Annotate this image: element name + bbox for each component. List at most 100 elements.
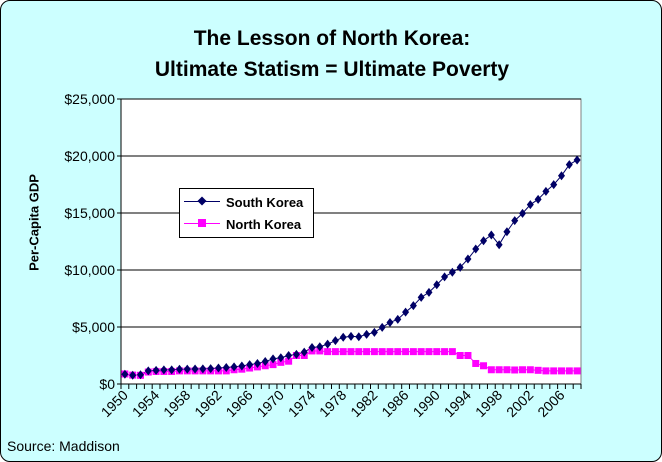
data-point [285, 351, 293, 360]
data-point [363, 348, 371, 356]
data-point [285, 357, 293, 365]
plot-area [120, 98, 582, 385]
data-point [534, 194, 542, 204]
y-tick-label: $5,000 [72, 319, 115, 335]
y-tick-label: $15,000 [64, 205, 115, 221]
data-point [386, 348, 394, 356]
data-point [253, 358, 261, 368]
data-point [519, 208, 527, 218]
data-point [402, 348, 410, 356]
data-point [183, 364, 191, 374]
data-point [480, 236, 488, 246]
data-point [331, 336, 339, 346]
data-point [456, 262, 464, 272]
x-tick-label: 1998 [472, 387, 505, 420]
data-point [495, 240, 503, 250]
data-point [316, 342, 324, 352]
data-point [526, 200, 534, 210]
data-point [386, 317, 394, 327]
data-point [448, 348, 456, 356]
data-point [433, 348, 441, 356]
data-point [565, 160, 573, 170]
data-point [269, 354, 277, 364]
data-point [550, 367, 558, 375]
data-point [331, 348, 339, 356]
data-point [503, 366, 511, 374]
data-point [339, 332, 347, 342]
x-tick-label: 1962 [191, 387, 224, 420]
data-point [542, 367, 550, 375]
data-point [324, 339, 332, 349]
data-point [175, 364, 183, 374]
legend-item-north-korea: North Korea [184, 215, 301, 233]
legend-item-south-korea: South Korea [184, 193, 303, 211]
x-tick-label: 1954 [129, 387, 162, 420]
data-point [339, 348, 347, 356]
data-point [191, 364, 199, 374]
y-tick-label: $20,000 [64, 148, 115, 164]
data-point [417, 292, 425, 302]
data-point [425, 287, 433, 297]
data-point [214, 363, 222, 373]
data-point [292, 349, 300, 359]
data-point [550, 180, 558, 190]
data-point [464, 254, 472, 264]
data-point [542, 186, 550, 196]
data-point [519, 366, 527, 374]
data-point [199, 364, 207, 374]
diamond-marker-icon [184, 193, 220, 211]
data-point [573, 367, 581, 375]
data-point [136, 370, 144, 380]
x-tick-label: 1966 [222, 387, 255, 420]
chart-subtitle: Ultimate Statism = Ultimate Poverty [154, 58, 510, 81]
data-point [355, 332, 363, 342]
x-tick-label: 2006 [534, 387, 567, 420]
data-point [230, 362, 238, 372]
data-point [402, 307, 410, 317]
data-point [168, 365, 176, 375]
data-point [324, 348, 332, 356]
data-point [347, 348, 355, 356]
data-point [511, 216, 519, 226]
data-point [487, 366, 495, 374]
data-point [300, 347, 308, 357]
data-point [558, 171, 566, 181]
data-point [370, 348, 378, 356]
x-tick-label: 1970 [254, 387, 287, 420]
x-tick-label: 1990 [410, 387, 443, 420]
data-point [144, 366, 152, 376]
y-tick-label: $10,000 [64, 262, 115, 278]
data-point [503, 227, 511, 237]
data-point [472, 244, 480, 254]
data-point [238, 361, 246, 371]
data-point [370, 327, 378, 337]
data-point [456, 352, 464, 359]
data-point [363, 329, 371, 339]
data-point [526, 366, 534, 374]
data-point [347, 331, 355, 341]
data-point [480, 362, 488, 370]
x-tick-label: 1958 [160, 387, 193, 420]
data-point [308, 343, 316, 353]
x-tick-label: 1994 [441, 387, 474, 420]
square-marker-icon [184, 215, 220, 233]
x-tick-label: 1982 [347, 387, 380, 420]
data-point [261, 357, 269, 367]
data-point [417, 348, 425, 356]
data-point [565, 367, 573, 375]
chart-title: The Lesson of North Korea: [193, 27, 471, 50]
data-point [409, 348, 417, 356]
data-point [160, 365, 168, 375]
source-note: Source: Maddison [7, 438, 120, 454]
data-point [534, 366, 542, 374]
data-point [222, 362, 230, 372]
data-point [511, 366, 519, 374]
legend-label: North Korea [226, 216, 302, 232]
data-point [277, 358, 285, 366]
x-tick-label: 1978 [316, 387, 349, 420]
data-point [121, 369, 129, 379]
x-tick-label: 1986 [378, 387, 411, 420]
data-point [573, 155, 581, 165]
data-point [355, 348, 363, 356]
